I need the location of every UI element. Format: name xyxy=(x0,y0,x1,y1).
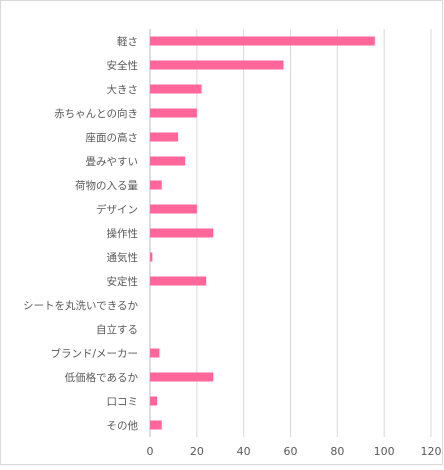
gridlines xyxy=(149,29,432,437)
category-label: 通気性 xyxy=(107,251,139,264)
bar xyxy=(150,348,160,358)
bars xyxy=(150,36,375,430)
category-label: 口コミ xyxy=(107,396,139,408)
category-label: 座面の高さ xyxy=(86,131,139,144)
x-tick-label: 40 xyxy=(237,445,251,458)
category-label: シートを丸洗いできるか xyxy=(23,299,138,312)
category-label: デザイン xyxy=(96,203,138,216)
category-label: 赤ちゃんとの向き xyxy=(54,107,138,120)
bar xyxy=(150,108,197,118)
bar xyxy=(150,132,179,142)
category-label: ブランド/メーカー xyxy=(50,347,138,360)
bar xyxy=(150,420,162,430)
bar xyxy=(150,396,158,406)
bar xyxy=(150,372,214,382)
x-tick-label: 100 xyxy=(374,445,395,458)
category-label: 荷物の入る量 xyxy=(75,179,138,192)
bar xyxy=(150,84,202,94)
x-tick-label: 0 xyxy=(147,445,154,458)
category-label: その他 xyxy=(107,419,139,432)
bar xyxy=(150,36,375,46)
bar xyxy=(150,276,207,286)
bar xyxy=(150,180,162,190)
category-label: 自立する xyxy=(96,323,138,336)
category-label: 軽さ xyxy=(117,36,138,48)
x-tick-label: 60 xyxy=(284,445,298,458)
bar xyxy=(150,156,186,166)
x-tick-label: 120 xyxy=(421,445,442,458)
category-label: 低価格であるか xyxy=(65,371,139,384)
x-axis-ticks: 0 20 40 60 80 100 120 xyxy=(147,445,442,458)
x-tick-label: 20 xyxy=(190,445,204,458)
category-label: 安定性 xyxy=(107,275,139,288)
bar xyxy=(150,204,197,214)
category-label: 大きさ xyxy=(107,83,139,96)
bar xyxy=(150,228,214,238)
category-label: 畳みやすい xyxy=(86,156,139,168)
bar xyxy=(150,252,153,262)
bar xyxy=(150,60,284,70)
x-tick-label: 80 xyxy=(330,445,344,458)
category-labels: 軽さ安全性大きさ赤ちゃんとの向き座面の高さ畳みやすい荷物の入る量デザイン操作性通… xyxy=(23,36,138,432)
category-label: 操作性 xyxy=(107,227,139,240)
category-label: 安全性 xyxy=(107,59,139,72)
